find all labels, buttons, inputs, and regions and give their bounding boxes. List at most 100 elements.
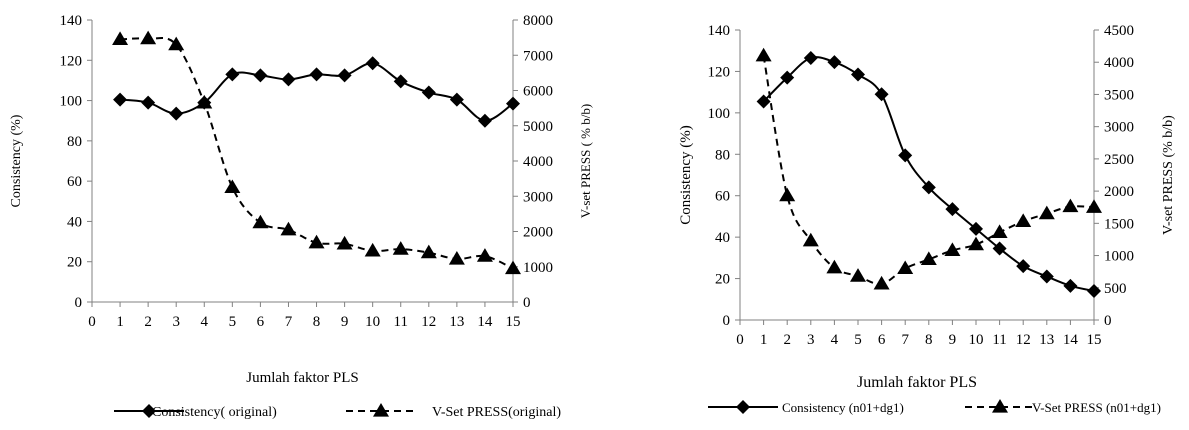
triangle-point (112, 31, 129, 45)
y-tick-label: 120 (708, 64, 731, 80)
y-tick-label: 40 (67, 214, 82, 230)
x-tick-label: 3 (807, 332, 815, 348)
y2-tick-label: 6000 (523, 84, 553, 100)
x-tick-label: 12 (1016, 332, 1031, 348)
triangle-point (420, 244, 437, 259)
y2-tick-label: 5000 (523, 119, 553, 135)
x-tick-label: 11 (394, 314, 408, 330)
y2-tick-label: 1000 (523, 260, 553, 276)
triangle-point (364, 242, 381, 257)
triangle-point (991, 224, 1008, 238)
y2-tick-label: 1000 (1104, 249, 1134, 265)
legend-label: V-Set PRESS (n01+dg1) (1032, 400, 1161, 415)
y-tick-label: 60 (67, 174, 82, 190)
diamond-point (225, 67, 240, 82)
y-tick-label: 100 (708, 106, 731, 122)
y-tick-label: 60 (715, 189, 730, 205)
x-tick-label: 8 (925, 332, 933, 348)
x-tick-label: 2 (783, 332, 791, 348)
triangle-point (944, 242, 961, 256)
diamond-point (1063, 278, 1078, 293)
diamond-point (281, 72, 296, 87)
legend-marker (992, 399, 1008, 413)
diamond-point (421, 85, 436, 100)
y2-tick-label: 1500 (1104, 216, 1134, 232)
triangle-point (140, 30, 157, 45)
chart-panel-2: 0204060801001201400500100015002000250030… (678, 23, 1176, 415)
y-tick-label: 100 (60, 94, 83, 110)
x-tick-label: 5 (854, 332, 862, 348)
diamond-point (921, 180, 936, 195)
y2-tick-label: 2500 (1104, 152, 1134, 168)
legend-label: V-Set PRESS(original) (432, 405, 561, 420)
y-tick-label: 40 (715, 230, 730, 246)
diamond-point (506, 96, 520, 111)
x-tick-label: 0 (88, 314, 96, 330)
diamond-point (780, 70, 795, 85)
y2-tick-label: 4000 (523, 154, 553, 170)
y2-tick-label: 4500 (1104, 23, 1134, 39)
diamond-point (449, 92, 464, 107)
triangle-point (280, 221, 297, 236)
x-tick-label: 12 (421, 314, 436, 330)
diamond-point (1087, 284, 1101, 298)
x-tick-label: 3 (172, 314, 180, 330)
legend-label: Consistency( original) (152, 405, 277, 420)
x-tick-label: 1 (760, 332, 768, 348)
triangle-point (196, 94, 213, 109)
triangle-point (448, 250, 465, 265)
y2-tick-label: 3000 (1104, 120, 1134, 136)
diamond-point (1016, 259, 1031, 274)
diamond-point (141, 95, 156, 110)
triangle-point (1086, 199, 1102, 213)
y-tick-label: 80 (715, 147, 730, 163)
triangle-point (224, 179, 241, 194)
series-line (762, 55, 1095, 286)
y2-tick-label: 8000 (523, 13, 553, 29)
x-tick-label: 6 (878, 332, 886, 348)
y2-tick-label: 3000 (523, 189, 553, 205)
x-axis-label: Jumlah faktor PLS (857, 374, 977, 391)
x-axis-label: Jumlah faktor PLS (246, 370, 359, 386)
y-tick-label: 80 (67, 134, 82, 150)
triangle-point (168, 36, 185, 51)
x-tick-label: 15 (506, 314, 521, 330)
x-tick-label: 10 (969, 332, 984, 348)
x-tick-label: 14 (477, 314, 493, 330)
x-tick-label: 7 (285, 314, 293, 330)
triangle-point (755, 47, 772, 62)
legend-marker (142, 404, 156, 418)
chart-panel-1: 0204060801001201400100020003000400050006… (9, 13, 593, 420)
diamond-point (827, 55, 842, 70)
y-tick-label: 140 (60, 13, 83, 29)
legend-label: Consistency (n01+dg1) (782, 400, 904, 415)
y2-tick-label: 4000 (1104, 55, 1134, 71)
triangle-point (476, 248, 493, 262)
diamond-point (898, 148, 913, 163)
diamond-point (874, 87, 889, 102)
y-axis-label: Consistency (%) (9, 114, 24, 207)
x-tick-label: 11 (992, 332, 1006, 348)
x-tick-label: 7 (901, 332, 909, 348)
triangle-point (505, 260, 521, 275)
y2-tick-label: 2000 (523, 225, 553, 241)
x-tick-label: 0 (736, 332, 744, 348)
triangle-point (826, 259, 843, 274)
diamond-point (169, 106, 184, 121)
diamond-point (803, 50, 818, 65)
y-tick-label: 140 (708, 23, 731, 39)
triangle-point (873, 275, 890, 290)
diamond-point (969, 221, 983, 236)
triangle-point (1015, 213, 1032, 227)
x-tick-label: 6 (257, 314, 265, 330)
diamond-point (365, 56, 380, 71)
y-tick-label: 120 (60, 53, 83, 69)
y2-tick-label: 500 (1104, 281, 1127, 297)
y-tick-label: 0 (723, 313, 731, 329)
triangle-point (252, 214, 269, 229)
series-2 (755, 47, 1102, 290)
diamond-point (337, 68, 352, 83)
series-1 (756, 50, 1101, 298)
triangle-point (308, 234, 325, 249)
triangle-point (920, 251, 937, 266)
